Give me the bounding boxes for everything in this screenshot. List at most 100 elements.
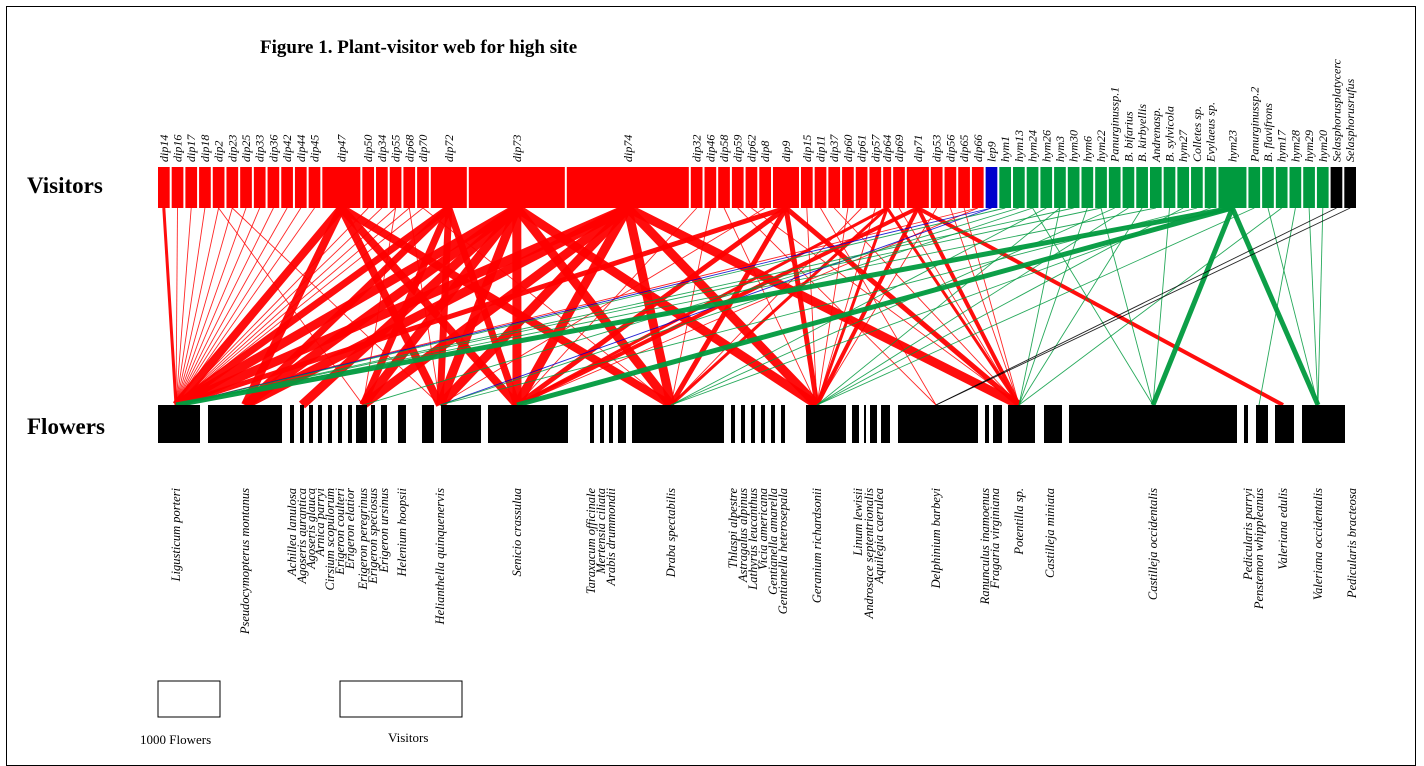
- flower-bar: [618, 405, 626, 443]
- visitor-bar-dip8: [759, 167, 771, 208]
- visitor-label-dip17: dip17: [184, 134, 198, 162]
- visitor-bar-hym3: [1054, 167, 1066, 208]
- flower-bar: [761, 405, 765, 443]
- interaction-links: [164, 208, 1350, 405]
- visitor-label-b-flavifrons: B. flavifrons: [1261, 103, 1275, 162]
- flower-bar: [300, 405, 304, 443]
- flower-label-penstemon-whippleanus: Penstemon whippleanus: [1252, 488, 1266, 610]
- flower-bar: [422, 405, 434, 443]
- visitor-bar-dip33: [254, 167, 266, 208]
- visitor-label-hym24: hym24: [1026, 130, 1040, 162]
- visitor-bar-lep9: [986, 167, 998, 208]
- visitor-bar-selasphorusplatycerc: [1331, 167, 1343, 208]
- visitor-bar-dip74: [567, 167, 689, 208]
- visitor-label-b-sylvicola: B. sylvicola: [1163, 106, 1177, 162]
- visitor-bar-dip68: [403, 167, 415, 208]
- visitor-bar-andrenasp: [1150, 167, 1162, 208]
- visitor-bar-b-kirbyellis: [1136, 167, 1148, 208]
- flower-bar: [328, 405, 332, 443]
- visitor-bars: [158, 167, 1356, 208]
- visitor-label-lep9: lep9: [985, 141, 999, 162]
- visitor-bar-dip37: [828, 167, 840, 208]
- flower-label-fragaria-virginiana: Fragaria virginiana: [988, 488, 1002, 590]
- visitor-label-dip11: dip11: [814, 136, 828, 162]
- visitor-label-dip32: dip32: [690, 135, 704, 162]
- visitor-label-hym20: hym20: [1316, 130, 1330, 162]
- flower-bar: [771, 405, 775, 443]
- visitor-label-dip50: dip50: [361, 135, 375, 162]
- visitor-bar-dip17: [185, 167, 197, 208]
- visitor-bar-hym1: [999, 167, 1011, 208]
- flower-label-gentianella-heterosepala: Gentianella heterosepala: [776, 488, 790, 614]
- visitor-bar-dip58: [718, 167, 730, 208]
- visitor-label-hym29: hym29: [1302, 130, 1316, 162]
- visitor-bar-dip69: [893, 167, 905, 208]
- visitor-label-hym6: hym6: [1080, 136, 1094, 162]
- flower-bar: [441, 405, 481, 443]
- flower-bar: [356, 405, 367, 443]
- flower-label-geranium-richardsonii: Geranium richardsonii: [810, 487, 824, 603]
- flowers-heading: Flowers: [27, 414, 105, 439]
- link-dip16-ligusticum-porteri: [176, 208, 178, 405]
- visitor-bar-hym20: [1317, 167, 1329, 208]
- flower-bar: [1244, 405, 1248, 443]
- visitor-label-dip33: dip33: [253, 135, 267, 162]
- flower-bar: [1044, 405, 1062, 443]
- visitor-bar-dip57: [869, 167, 881, 208]
- flower-label-helenium-hoopsii: Helenium hoopsii: [395, 487, 409, 577]
- visitor-bar-dip36: [268, 167, 280, 208]
- flower-bar: [1275, 405, 1294, 443]
- visitor-label-hym28: hym28: [1288, 130, 1302, 162]
- visitor-label-dip15: dip15: [800, 135, 814, 162]
- visitor-bar-dip2: [213, 167, 225, 208]
- visitor-bar-hym24: [1027, 167, 1039, 208]
- visitor-label-selasphorusplatycerc: Selasphorusplatycerc: [1330, 58, 1344, 162]
- visitor-label-dip73: dip73: [510, 135, 524, 162]
- visitors-heading: Visitors: [27, 173, 103, 198]
- visitor-bar-dip72: [431, 167, 467, 208]
- flower-label-pseudocymopterus-montanus: Pseudocymopterus montanus: [238, 488, 252, 635]
- visitor-bar-hym17: [1276, 167, 1288, 208]
- visitor-bar-dip44: [295, 167, 307, 208]
- flower-bar: [751, 405, 755, 443]
- visitor-label-panurginussp-1: Panurginussp.1: [1108, 87, 1122, 163]
- link-selasphorusrufus-delphinium-barbeyi: [936, 208, 1350, 405]
- visitor-bar-dip45: [309, 167, 321, 208]
- visitor-label-dip71: dip71: [911, 135, 925, 162]
- flower-bar: [741, 405, 745, 443]
- visitor-label-b-kirbyellis: B. kirbyellis: [1135, 104, 1149, 162]
- visitor-bar-b-sylvicola: [1164, 167, 1176, 208]
- visitor-bar-dip60: [842, 167, 854, 208]
- visitor-label-dip68: dip68: [402, 135, 416, 162]
- flower-bar: [371, 405, 375, 443]
- visitor-bar-hym6: [1081, 167, 1093, 208]
- visitor-label-dip34: dip34: [375, 135, 389, 162]
- visitor-label-dip16: dip16: [171, 135, 185, 162]
- visitor-bar-dip42: [281, 167, 293, 208]
- flower-label-aquilegia-caerulea: Aquilegia caerulea: [872, 488, 886, 584]
- visitor-bar-dip16: [172, 167, 184, 208]
- visitor-label-dip25: dip25: [239, 135, 253, 162]
- visitor-label-andrenasp: Andrenasp.: [1149, 107, 1163, 163]
- flower-bar: [318, 405, 322, 443]
- visitor-label-dip55: dip55: [389, 135, 403, 162]
- visitor-bar-dip71: [907, 167, 929, 208]
- visitor-label-dip61: dip61: [855, 135, 869, 162]
- visitor-bar-hym27: [1177, 167, 1189, 208]
- flower-bar: [1069, 405, 1237, 443]
- visitor-label-hym30: hym30: [1067, 130, 1081, 162]
- visitor-label-dip14: dip14: [157, 135, 171, 162]
- visitor-label-dip36: dip36: [266, 135, 280, 162]
- visitor-bar-dip61: [856, 167, 868, 208]
- visitor-label-dip37: dip37: [827, 134, 841, 162]
- flower-bar: [1256, 405, 1268, 443]
- visitor-label-dip72: dip72: [442, 135, 456, 162]
- visitor-label-hym13: hym13: [1012, 130, 1026, 162]
- flower-label-castilleja-miniata: Castilleja miniata: [1043, 488, 1057, 578]
- visitor-bar-hym13: [1013, 167, 1025, 208]
- visitor-bar-dip55: [390, 167, 402, 208]
- visitor-label-dip59: dip59: [731, 135, 745, 162]
- flower-bar: [993, 405, 1002, 443]
